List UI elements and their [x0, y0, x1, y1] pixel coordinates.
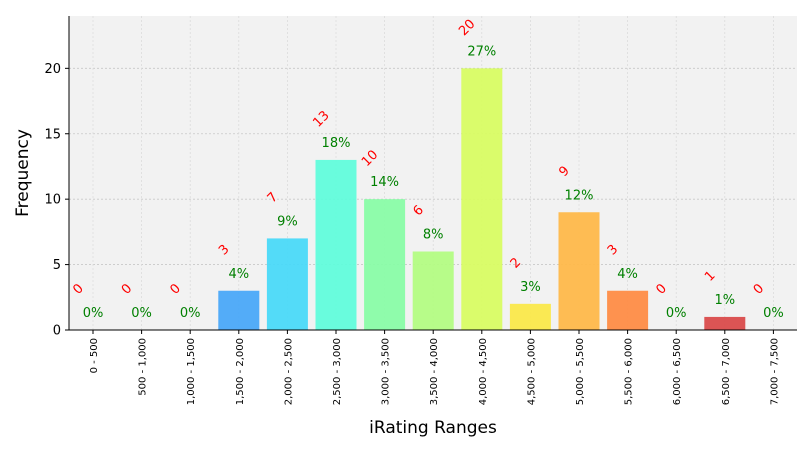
x-tick-label: 500 - 1,000	[138, 338, 149, 396]
bar	[704, 316, 746, 330]
y-tick-label: 20	[44, 62, 61, 77]
x-tick-label: 1,500 - 2,000	[235, 338, 246, 405]
percent-label: 9%	[277, 214, 298, 229]
percent-label: 1%	[714, 293, 735, 308]
y-tick-label: 0	[53, 324, 61, 339]
x-tick-label: 4,000 - 4,500	[478, 338, 489, 405]
x-tick-label: 6,000 - 6,500	[672, 338, 683, 405]
bar	[315, 159, 357, 330]
bar	[607, 290, 649, 330]
bar	[218, 290, 260, 330]
x-axis-title: iRating Ranges	[369, 418, 497, 438]
x-tick-label: 6,500 - 7,000	[721, 338, 732, 405]
x-tick-label: 4,500 - 5,000	[526, 338, 537, 405]
bar	[266, 238, 308, 330]
bar	[461, 68, 503, 330]
y-tick-label: 5	[53, 258, 61, 273]
percent-label: 8%	[423, 228, 444, 243]
x-tick-label: 5,500 - 6,000	[624, 338, 635, 405]
percent-label: 27%	[467, 44, 496, 59]
bar	[509, 303, 551, 330]
percent-label: 4%	[228, 267, 249, 282]
bars	[218, 68, 746, 330]
percent-label: 0%	[763, 306, 784, 321]
bar	[364, 199, 406, 330]
y-axis-title: Frequency	[13, 129, 33, 217]
percent-label: 12%	[565, 188, 594, 203]
percent-label: 0%	[131, 306, 152, 321]
x-tick-label: 2,500 - 3,000	[332, 338, 343, 405]
percent-label: 0%	[180, 306, 201, 321]
percent-label: 3%	[520, 280, 541, 295]
x-tick-label: 0 - 500	[89, 338, 100, 373]
x-tick-label: 3,000 - 3,500	[381, 338, 392, 405]
axes: 0 5 10 15 20 0 - 500 500 - 1,000 1,000 - 1,500 1…	[44, 16, 797, 405]
x-tick-label: 3,500 - 4,000	[429, 338, 440, 405]
percent-label: 14%	[370, 175, 399, 190]
bar	[558, 212, 600, 330]
bar-labels: 0%00%00%04%39%718%1314%108%627%203%212%9…	[70, 17, 783, 321]
x-tick-label: 7,000 - 7,500	[769, 338, 780, 405]
percent-label: 0%	[666, 306, 687, 321]
percent-label: 4%	[617, 267, 638, 282]
x-tick-label: 5,000 - 5,500	[575, 338, 586, 405]
percent-label: 0%	[83, 306, 104, 321]
y-tick-label: 10	[44, 193, 61, 208]
bar	[412, 251, 454, 330]
y-tick-label: 15	[44, 127, 61, 142]
x-tick-label: 1,000 - 1,500	[186, 338, 197, 405]
x-tick-label: 2,000 - 2,500	[283, 338, 294, 405]
percent-label: 18%	[322, 136, 351, 151]
